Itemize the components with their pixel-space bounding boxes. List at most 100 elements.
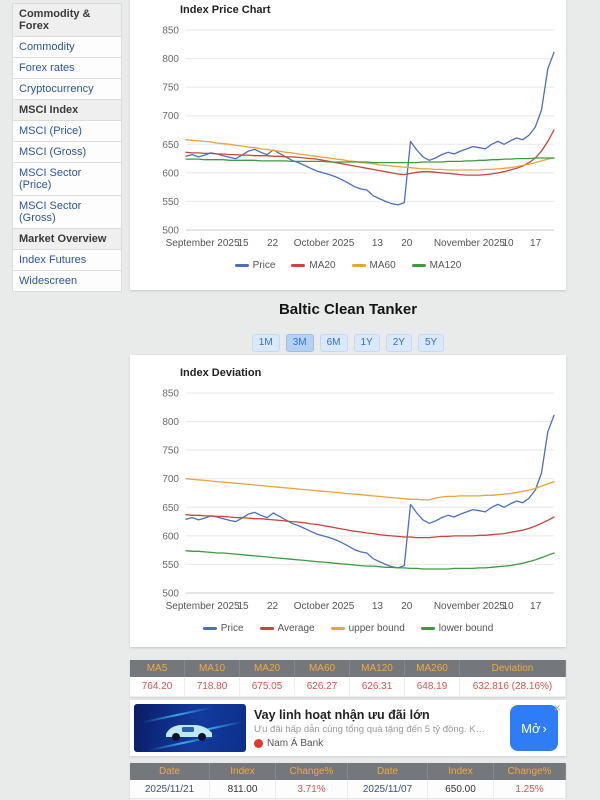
ad-close-icon[interactable]: ✕ — [553, 703, 561, 713]
legend-label: MA60 — [369, 260, 396, 271]
series-line-ma120 — [185, 157, 555, 164]
legend-item-price[interactable]: Price — [202, 623, 244, 634]
sidebar-item-forex-rates[interactable]: Forex rates — [12, 57, 122, 79]
sidebar: Commodity & Forex Commodity Forex rates … — [12, 3, 122, 292]
sidebar-item-msci-price[interactable]: MSCI (Price) — [12, 120, 122, 142]
y-axis-label: 650 — [162, 140, 179, 151]
index-header-2: Index — [428, 763, 494, 780]
y-axis-label: 800 — [162, 54, 179, 65]
price-chart-title: Index Price Chart — [180, 4, 271, 16]
y-axis-label: 650 — [162, 503, 179, 514]
ma20-value: 675.05 — [240, 677, 295, 697]
legend-item-price[interactable]: Price — [234, 260, 276, 271]
legend-item-upper-bound[interactable]: upper bound — [330, 623, 405, 634]
y-axis-label: 600 — [162, 531, 179, 542]
y-axis-label: 500 — [162, 226, 179, 237]
ma10-header: MA10 — [185, 660, 240, 677]
deviation-chart-card: Index Deviation 500 550 600 650 700 750 800 850… — [130, 355, 566, 647]
price-chart-svg[interactable]: 500 550 600 650 700 750 800 850 September 202515… — [130, 20, 566, 258]
deviation-chart-legend: Price Average upper bound lower bound — [130, 623, 566, 634]
range-button-2y[interactable]: 2Y — [385, 334, 412, 352]
range-button-1m[interactable]: 1M — [251, 334, 280, 352]
y-axis-label: 700 — [162, 474, 179, 485]
y-axis-label: 550 — [162, 560, 179, 571]
x-axis-label: October 2025 — [294, 601, 355, 612]
ma20-header: MA20 — [240, 660, 295, 677]
range-button-1y[interactable]: 1Y — [353, 334, 380, 352]
x-axis-label: 20 — [401, 238, 413, 249]
change-header-2: Change% — [494, 763, 566, 780]
sidebar-item-commodity[interactable]: Commodity — [12, 36, 122, 58]
sidebar-item-msci-sector-price[interactable]: MSCI Sector (Price) — [12, 162, 122, 196]
price-chart-card: Index Price Chart 500 550 600 650 700 750 800 8… — [130, 0, 566, 290]
sidebar-item-widescreen[interactable]: Widescreen — [12, 270, 122, 292]
x-axis-label: 17 — [530, 601, 542, 612]
legend-label: lower bound — [438, 623, 494, 634]
x-axis-label: November 2025 — [434, 601, 506, 612]
sidebar-header-commodity-forex: Commodity & Forex — [12, 3, 122, 37]
date-header-1: Date — [130, 763, 210, 780]
index-header-1: Index — [210, 763, 276, 780]
y-axis-label: 850 — [162, 389, 179, 400]
x-axis-label: November 2025 — [434, 238, 506, 249]
legend-item-ma120[interactable]: MA120 — [411, 260, 461, 271]
y-axis-label: 600 — [162, 168, 179, 179]
x-axis-label: 13 — [372, 238, 384, 249]
sidebar-item-msci-sector-gross[interactable]: MSCI Sector (Gross) — [12, 195, 122, 229]
x-axis-label: September 2025 — [166, 601, 240, 612]
change-header-1: Change% — [276, 763, 348, 780]
sidebar-item-msci-gross[interactable]: MSCI (Gross) — [12, 141, 122, 163]
y-axis-label: 500 — [162, 589, 179, 600]
deviation-chart-svg[interactable]: 500 550 600 650 700 750 800 850 September 202515… — [130, 383, 566, 621]
sidebar-item-cryptocurrency[interactable]: Cryptocurrency — [12, 78, 122, 100]
legend-label: MA20 — [309, 260, 336, 271]
ad-banner[interactable]: Vay linh hoạt nhận ưu đãi lớn Ưu đãi hấp… — [130, 700, 566, 756]
deviation-chart-title: Index Deviation — [180, 367, 262, 379]
x-axis-label: 15 — [237, 601, 249, 612]
legend-item-lower-bound[interactable]: lower bound — [420, 623, 494, 634]
x-axis-label: 22 — [267, 601, 279, 612]
ad-title: Vay linh hoạt nhận ưu đãi lớn — [254, 707, 430, 722]
legend-item-ma60[interactable]: MA60 — [351, 260, 396, 271]
series-line-ma60 — [185, 139, 555, 171]
legend-marker-icon — [330, 627, 345, 630]
car-icon — [166, 725, 212, 741]
table-cell-index: 650.00 — [428, 780, 494, 799]
legend-label: Price — [252, 260, 276, 271]
ad-brand-name: Nam Á Bank — [267, 737, 324, 749]
sidebar-item-index-futures[interactable]: Index Futures — [12, 249, 122, 271]
x-axis-label: September 2025 — [166, 238, 240, 249]
range-button-5y[interactable]: 5Y — [417, 334, 445, 352]
table-cell-date: 2025/11/21 — [130, 780, 210, 799]
ma120-header: MA120 — [350, 660, 405, 677]
range-button-6m[interactable]: 6M — [319, 334, 348, 352]
date-header-2: Date — [348, 763, 428, 780]
ad-image[interactable] — [134, 704, 246, 752]
ma60-value: 626.27 — [295, 677, 350, 697]
x-axis-label: 10 — [502, 238, 514, 249]
index-history-table: Date Index Change% Date Index Change% 20… — [130, 763, 566, 800]
deviation-value: 632.816 (28.16%) — [460, 677, 566, 697]
legend-item-ma20[interactable]: MA20 — [291, 260, 336, 271]
deviation-header: Deviation — [460, 660, 566, 677]
ad-open-button[interactable]: Mở › — [510, 705, 558, 751]
x-axis-label: 22 — [267, 238, 279, 249]
x-axis-label: 17 — [530, 238, 542, 249]
x-axis-label: October 2025 — [294, 238, 355, 249]
table-cell-date: 2025/11/07 — [348, 780, 428, 799]
series-line-ma20 — [185, 129, 555, 176]
y-axis-label: 550 — [162, 197, 179, 208]
ma260-value: 648.19 — [405, 677, 460, 697]
series-line-average — [185, 514, 555, 539]
table-cell-change: 1.25% — [494, 780, 566, 799]
legend-marker-icon — [259, 627, 274, 630]
range-button-3m[interactable]: 3M — [285, 334, 314, 352]
ad-subtitle: Ưu đãi hấp dẫn cùng tổng quà tặng đến 5 … — [254, 723, 489, 735]
series-line-price — [185, 51, 555, 206]
series-line-price — [185, 414, 555, 569]
ma-summary-table: MA5 MA10 MA20 MA60 MA120 MA260 Deviation… — [130, 660, 566, 697]
table-cell-change: 3.71% — [276, 780, 348, 799]
ma5-header: MA5 — [130, 660, 185, 677]
ad-brand: Nam Á Bank — [254, 738, 489, 749]
legend-item-average[interactable]: Average — [259, 623, 315, 634]
